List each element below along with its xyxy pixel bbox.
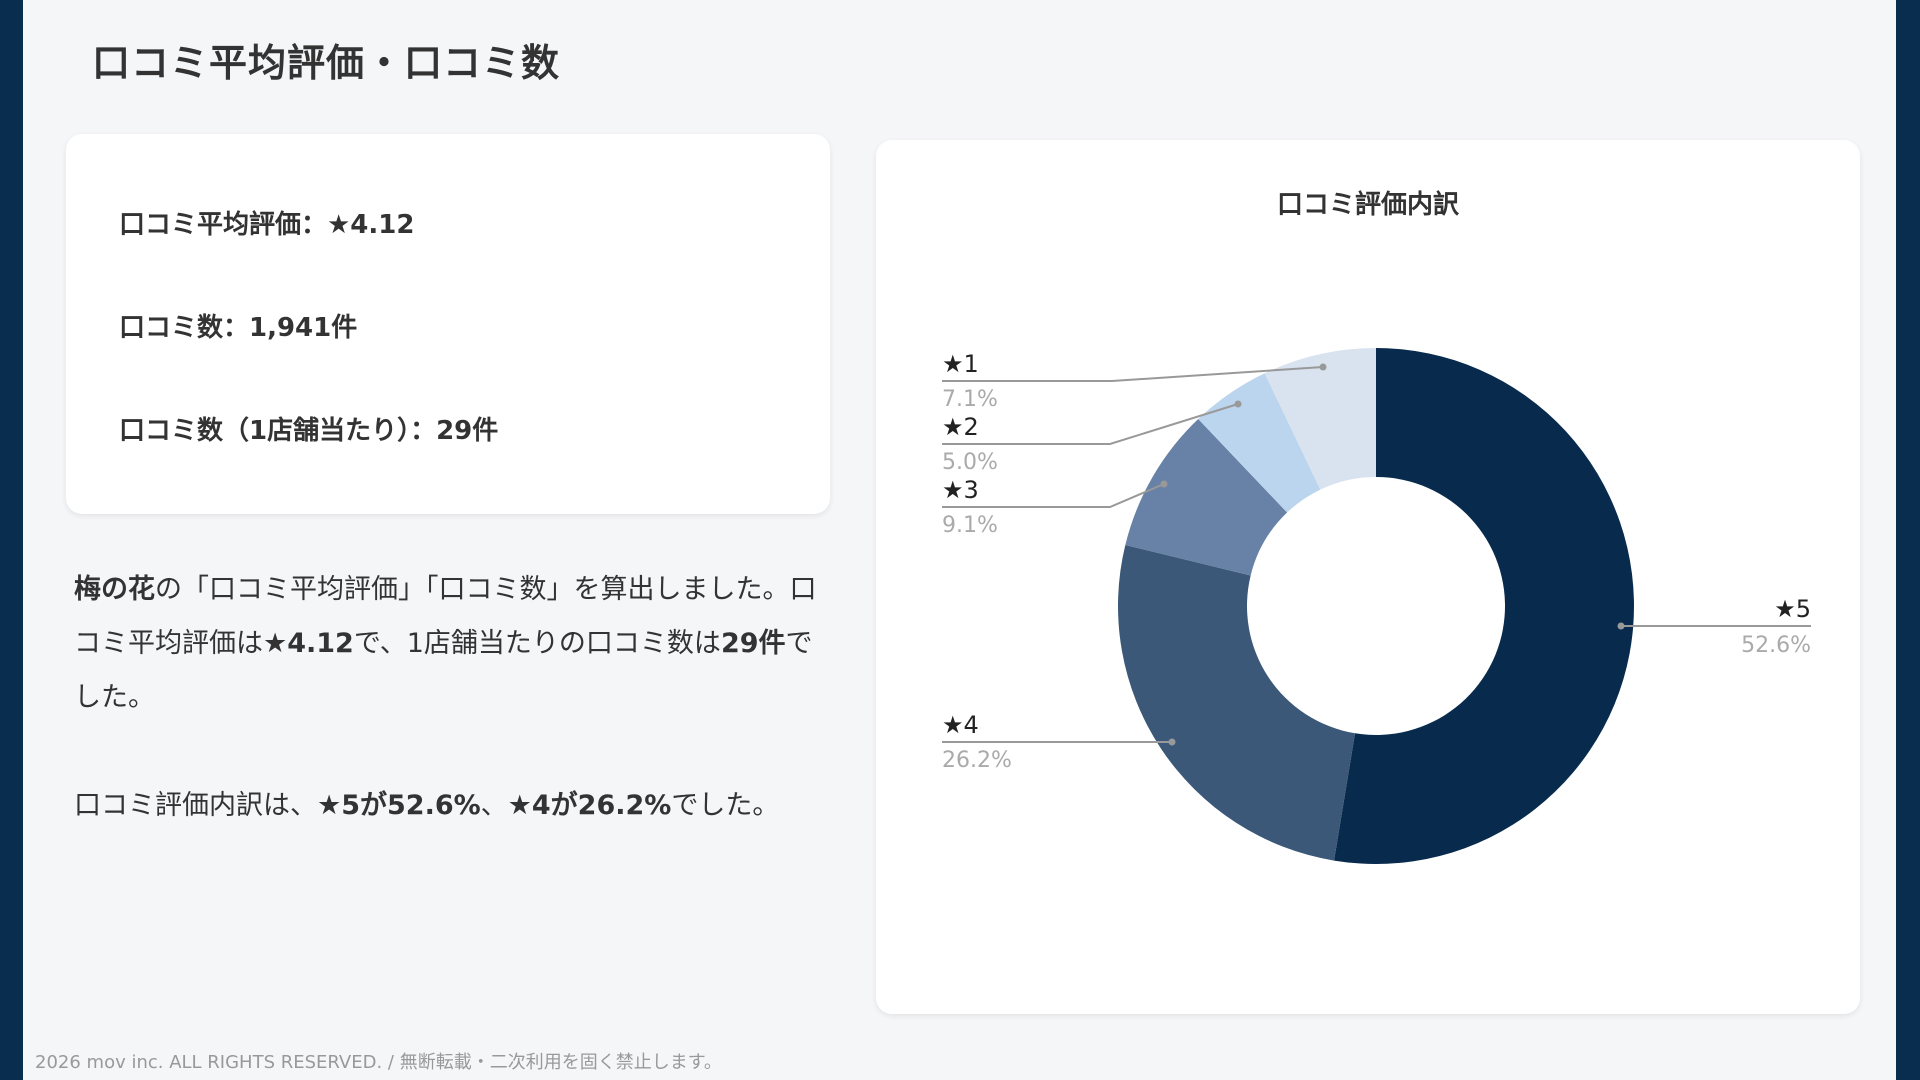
page-title: 口コミ平均評価・口コミ数 (92, 41, 561, 85)
slice-category-label: ★5 (1774, 595, 1811, 623)
slice-percent-label: 26.2% (942, 748, 1012, 773)
body-text: の「口コミ平均評価」「口コミ数」を算出しました。口コミ平均評価は (74, 574, 817, 659)
slice-percent-label: 5.0% (942, 450, 998, 475)
right-accent-bar (1896, 0, 1920, 1080)
summary-paragraph-1: 梅の花の「口コミ平均評価」「口コミ数」を算出しました。口コミ平均評価は★4.12… (74, 563, 834, 725)
emphasis-text: 29件 (720, 628, 786, 659)
emphasis-text: ★4.12 (263, 628, 354, 659)
body-text: 、 (480, 790, 508, 821)
leader-dot (1160, 480, 1168, 488)
leader-line (942, 403, 1239, 445)
donut-chart: ★1 7.1%★2 5.0%★3 9.1% ★4 26.2% ★5 52.6% (942, 348, 1811, 864)
leader-dot (1617, 622, 1625, 630)
summary-paragraph-2: 口コミ評価内訳は、★5が52.6%、★4が26.2%でした。 (74, 779, 834, 833)
average-rating-stat: 口コミ平均評価：★4.12 (119, 210, 415, 240)
leader-lines (942, 363, 1811, 746)
review-count-stat: 口コミ数：1,941件 (119, 313, 358, 343)
leader-dot (1168, 738, 1176, 746)
slice-percent-label: 9.1% (942, 513, 998, 538)
donut-slice (1198, 373, 1321, 513)
slice-labels: ★1 7.1%★2 5.0%★3 9.1% ★4 26.2% ★5 52.6% (942, 350, 1811, 773)
slice-category-label: ★4 (942, 711, 979, 739)
slice-category-label: ★2 (942, 413, 979, 441)
emphasis-text: ★4が26.2% (507, 790, 672, 821)
leader-dot (1319, 363, 1327, 371)
leader-dot (1234, 400, 1242, 408)
slice-category-label: ★3 (942, 476, 979, 504)
slice-percent-label: 52.6% (1741, 633, 1811, 658)
body-text: でした。 (671, 790, 780, 821)
donut-slice (1264, 348, 1376, 490)
slice-category-label: ★1 (942, 350, 979, 378)
emphasis-text: 梅の花 (74, 574, 155, 605)
leader-line (942, 483, 1165, 508)
copyright-footer: 2026 mov inc. ALL RIGHTS RESERVED. / 無断転… (35, 1052, 722, 1073)
donut-slices (1118, 348, 1634, 864)
body-text: 口コミ評価内訳は、 (74, 790, 317, 821)
leader-line (942, 366, 1324, 382)
summary-text: 梅の花の「口コミ平均評価」「口コミ数」を算出しました。口コミ平均評価は★4.12… (74, 563, 834, 887)
emphasis-text: ★5が52.6% (317, 790, 481, 821)
per-store-review-stat: 口コミ数（1店舗当たり）：29件 (119, 416, 499, 446)
donut-slice (1125, 419, 1288, 576)
donut-slice (1118, 544, 1356, 861)
left-accent-bar (0, 0, 23, 1080)
stats-card: 口コミ平均評価：★4.12 口コミ数：1,941件 口コミ数（1店舗当たり）：2… (66, 134, 830, 514)
slice-percent-label: 7.1% (942, 387, 998, 412)
donut-slice (1334, 348, 1634, 864)
body-text: でした。 (74, 628, 813, 713)
chart-card: 口コミ評価内訳 ★1 7.1% ★2 5.0% ★3 9.1% ★4 26.2% ★5 52.6% (876, 140, 1860, 1014)
body-text: で、1店舗当たりの口コミ数は (353, 628, 721, 659)
chart-title: 口コミ評価内訳 (1276, 190, 1459, 220)
